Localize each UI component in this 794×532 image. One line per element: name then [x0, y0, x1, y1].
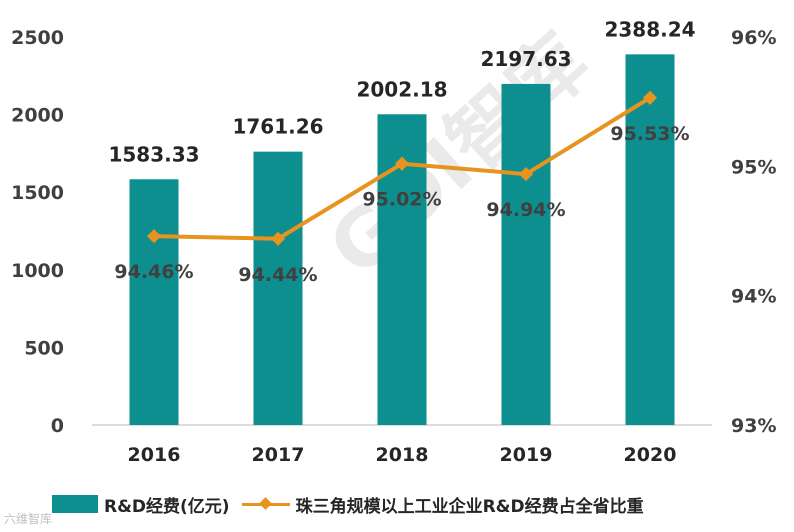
- line-point: [146, 229, 162, 244]
- left-axis-tick: 500: [24, 337, 64, 359]
- legend-label-bar: R&D经费(亿元): [104, 496, 230, 517]
- line-value-label: 94.46%: [114, 261, 193, 283]
- bar-value-label: 1583.33: [108, 142, 199, 166]
- x-axis-tick: 2016: [128, 444, 181, 466]
- right-axis-tick: 93%: [731, 415, 776, 437]
- legend-label-line: 珠三角规模以上工业企业R&D经费占全省比重: [295, 496, 644, 517]
- line-point: [270, 231, 286, 246]
- left-axis-tick: 2000: [11, 105, 64, 127]
- line-point: [394, 156, 410, 171]
- bar-value-label: 1761.26: [232, 115, 323, 139]
- bar: [253, 151, 303, 425]
- line-value-label: 95.02%: [362, 189, 441, 211]
- right-axis-tick: 96%: [731, 27, 776, 49]
- brand-mark: 六维智库: [4, 512, 53, 526]
- left-axis-tick: 1500: [11, 182, 64, 204]
- line-point: [518, 167, 534, 182]
- x-axis-tick: 2017: [252, 444, 305, 466]
- line-value-label: 95.53%: [610, 123, 689, 145]
- legend-swatch-bar: [52, 495, 98, 513]
- right-axis-tick: 95%: [731, 156, 776, 178]
- left-axis-tick: 2500: [11, 27, 64, 49]
- left-axis-tick: 0: [51, 415, 64, 437]
- x-axis-tick: 2018: [376, 444, 429, 466]
- legend: R&D经费(亿元) 珠三角规模以上工业企业R&D经费占全省比重: [52, 492, 656, 517]
- right-axis-tick: 94%: [731, 286, 776, 308]
- bar-value-label: 2197.63: [480, 47, 571, 71]
- bar-value-label: 2002.18: [356, 77, 447, 101]
- line-value-label: 94.44%: [238, 264, 317, 286]
- bar-value-label: 2388.24: [604, 17, 695, 41]
- x-axis-tick: 2020: [624, 444, 677, 466]
- legend-swatch-line: [241, 495, 290, 513]
- left-axis-tick: 1000: [11, 260, 64, 282]
- bar: [501, 83, 551, 425]
- line-value-label: 94.94%: [486, 199, 565, 221]
- x-axis-tick: 2019: [500, 444, 553, 466]
- bar: [129, 179, 179, 425]
- legend-item-line: 珠三角规模以上工业企业R&D经费占全省比重: [241, 492, 644, 517]
- bar: [625, 54, 675, 425]
- legend-item-bar: R&D经费(亿元): [52, 492, 230, 517]
- line-point: [642, 90, 658, 105]
